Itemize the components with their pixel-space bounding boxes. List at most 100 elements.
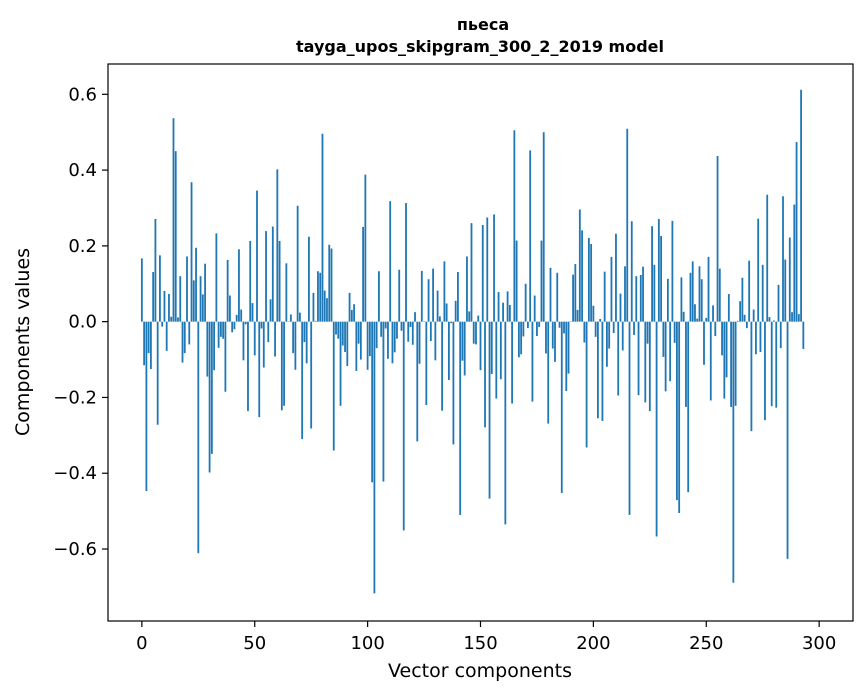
bar-152 — [484, 321, 486, 428]
bar-51 — [256, 190, 258, 322]
bar-221 — [639, 275, 642, 322]
bar-118 — [407, 321, 410, 342]
bar-117 — [405, 203, 407, 322]
bar-203 — [599, 319, 602, 322]
bar-132 — [438, 316, 441, 322]
bar-44 — [240, 309, 243, 322]
bar-212 — [619, 293, 622, 322]
bar-11 — [165, 321, 168, 351]
bar-208 — [610, 256, 613, 322]
bar-74 — [308, 236, 310, 322]
bar-128 — [429, 321, 432, 341]
bar-260 — [727, 294, 730, 322]
bar-218 — [633, 321, 635, 335]
bar-140 — [457, 272, 459, 322]
bar-231 — [662, 321, 665, 357]
bar-254 — [714, 321, 717, 337]
bar-79 — [319, 272, 322, 322]
bar-40 — [231, 321, 234, 333]
bar-172 — [529, 150, 532, 322]
y-tick-label: −0.6 — [53, 539, 97, 560]
bar-225 — [648, 321, 651, 412]
bar-180 — [547, 321, 550, 424]
bar-84 — [330, 248, 333, 322]
bar-119 — [409, 321, 412, 327]
bar-163 — [508, 304, 511, 322]
bar-38 — [226, 259, 229, 322]
bar-15 — [174, 151, 177, 322]
bar-71 — [301, 321, 304, 440]
bar-209 — [612, 321, 615, 334]
bar-216 — [628, 321, 631, 515]
bar-282 — [777, 284, 780, 322]
bar-18 — [181, 321, 184, 363]
bar-145 — [468, 311, 471, 322]
bar-230 — [660, 236, 663, 322]
bar-165 — [513, 130, 516, 322]
bar-186 — [560, 321, 563, 493]
y-tick-label: 0.0 — [68, 312, 97, 333]
bar-116 — [402, 321, 405, 531]
bar-207 — [608, 321, 611, 349]
bar-283 — [779, 321, 782, 349]
bar-249 — [703, 321, 705, 365]
bar-271 — [752, 309, 755, 322]
bar-133 — [441, 321, 444, 411]
bar-153 — [486, 217, 489, 322]
bar-114 — [398, 269, 401, 322]
bar-91 — [346, 321, 349, 366]
bar-2 — [145, 321, 148, 492]
x-tick-label: 150 — [463, 633, 497, 654]
bar-99 — [364, 174, 367, 322]
bar-155 — [490, 321, 493, 374]
bar-250 — [705, 317, 708, 322]
bar-201 — [594, 321, 597, 337]
bar-183 — [554, 321, 556, 362]
bar-127 — [427, 279, 430, 322]
bar-188 — [565, 321, 568, 391]
x-tick-label: 250 — [689, 633, 723, 654]
bar-53 — [260, 321, 263, 329]
x-tick-label: 300 — [802, 633, 836, 654]
bar-98 — [362, 226, 365, 322]
y-axis-ticks: −0.6 −0.4 −0.2 0.0 0.2 0.4 0.6 — [53, 84, 108, 560]
bar-151 — [481, 225, 484, 322]
bar-5 — [152, 272, 155, 322]
bar-45 — [242, 321, 245, 361]
bar-64 — [285, 263, 288, 322]
bar-198 — [587, 237, 590, 322]
bar-159 — [499, 321, 502, 380]
bar-82 — [326, 298, 328, 322]
bar-70 — [298, 312, 301, 322]
bar-241 — [685, 321, 687, 407]
bar-69 — [296, 205, 299, 322]
bar-193 — [576, 309, 579, 322]
bar-37 — [224, 321, 227, 392]
bar-139 — [454, 300, 457, 322]
bar-62 — [280, 321, 283, 411]
bar-22 — [190, 182, 193, 322]
bar-272 — [755, 321, 757, 355]
y-axis-label: Components values — [12, 248, 34, 436]
bar-196 — [583, 321, 586, 343]
x-tick-label: 50 — [243, 633, 266, 654]
bar-48 — [249, 240, 252, 322]
bar-289 — [793, 204, 796, 322]
bar-68 — [294, 321, 297, 370]
bar-265 — [739, 301, 742, 322]
bar-123 — [418, 321, 421, 364]
bar-167 — [517, 321, 520, 358]
bar-95 — [355, 321, 358, 371]
bar-258 — [723, 321, 726, 399]
bars-group — [140, 89, 805, 594]
bar-189 — [567, 321, 570, 374]
bar-131 — [436, 290, 439, 322]
bar-85 — [332, 321, 335, 451]
bar-234 — [669, 321, 672, 382]
bar-293 — [802, 321, 805, 349]
bar-17 — [179, 276, 182, 322]
bar-100 — [366, 321, 369, 370]
bar-36 — [222, 321, 225, 339]
bar-86 — [335, 321, 337, 335]
bar-223 — [644, 321, 647, 403]
